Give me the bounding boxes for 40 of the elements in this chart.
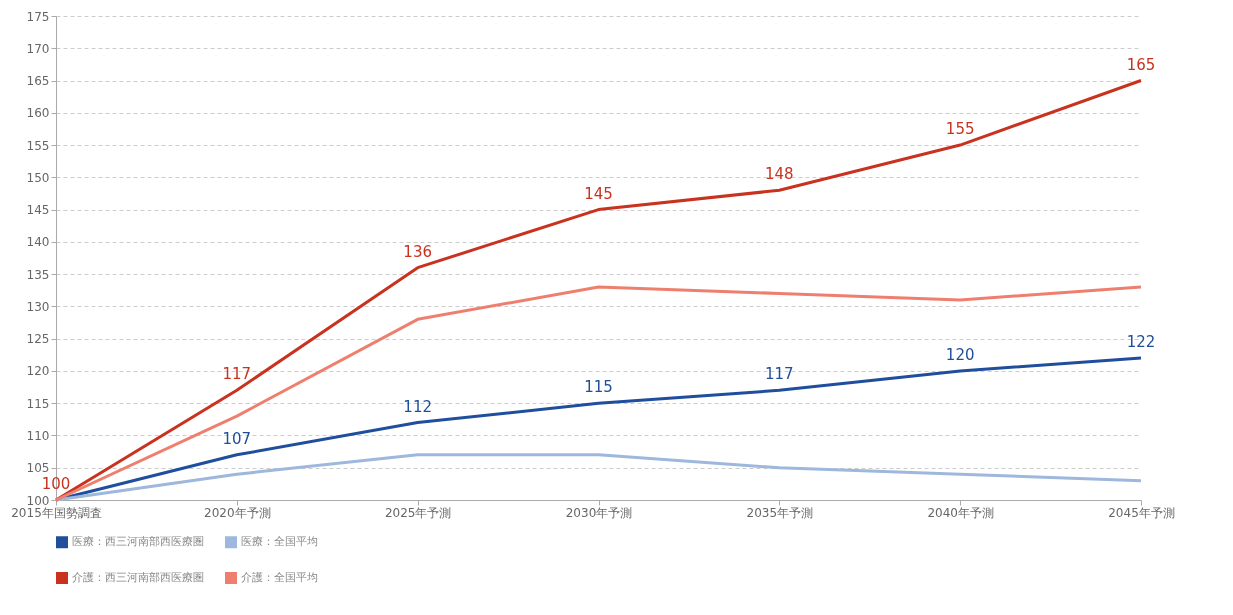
- data-label: 115: [584, 378, 613, 397]
- legend-label: 医療：西三河南部西医療圏: [72, 535, 204, 549]
- data-label: 100: [41, 475, 71, 493]
- y-tick-label: 145: [26, 203, 50, 218]
- x-tick-label: 2025年予測: [384, 505, 452, 520]
- y-tick-label: 125: [26, 332, 50, 347]
- data-label: 117: [222, 365, 252, 384]
- data-label: 145: [584, 184, 613, 203]
- y-tick-label: 115: [26, 396, 50, 411]
- y-tick-label: 165: [26, 74, 50, 89]
- data-label: 122: [1126, 333, 1156, 352]
- data-label: 117: [765, 365, 794, 384]
- y-tick-label: 175: [26, 9, 50, 24]
- y-tick-label: 135: [26, 267, 50, 282]
- x-tick-label: 2015年国勢調査: [11, 505, 102, 520]
- y-tick-label: 170: [26, 41, 50, 56]
- legend-label: 医療：全国平均: [241, 535, 318, 549]
- data-label: 112: [403, 397, 432, 416]
- x-tick-label: 2040年予測: [927, 505, 994, 520]
- legend-label: 介護：全国平均: [241, 571, 318, 584]
- y-tick-label: 140: [26, 235, 50, 250]
- data-label: 165: [1126, 55, 1156, 74]
- legend-label: 介護：西三河南部西医療圏: [72, 571, 204, 584]
- y-tick-label: 130: [26, 299, 50, 314]
- y-tick-label: 150: [26, 170, 50, 185]
- data-label: 148: [765, 165, 794, 184]
- y-tick-label: 120: [26, 364, 50, 379]
- data-label: 136: [403, 242, 432, 261]
- data-label: 120: [945, 345, 975, 364]
- x-tick-label: 2045年予測: [1108, 505, 1175, 520]
- y-tick-label: 105: [26, 461, 50, 476]
- y-tick-label: 100: [26, 493, 50, 508]
- x-tick-label: 2030年予測: [565, 505, 633, 520]
- y-tick-label: 155: [26, 138, 50, 153]
- x-tick-label: 2035年予測: [746, 505, 814, 520]
- y-tick-label: 160: [26, 106, 50, 121]
- x-tick-label: 2020年予測: [204, 505, 271, 520]
- data-label: 107: [222, 429, 252, 448]
- data-label: 155: [945, 120, 975, 139]
- y-tick-label: 110: [26, 428, 50, 443]
